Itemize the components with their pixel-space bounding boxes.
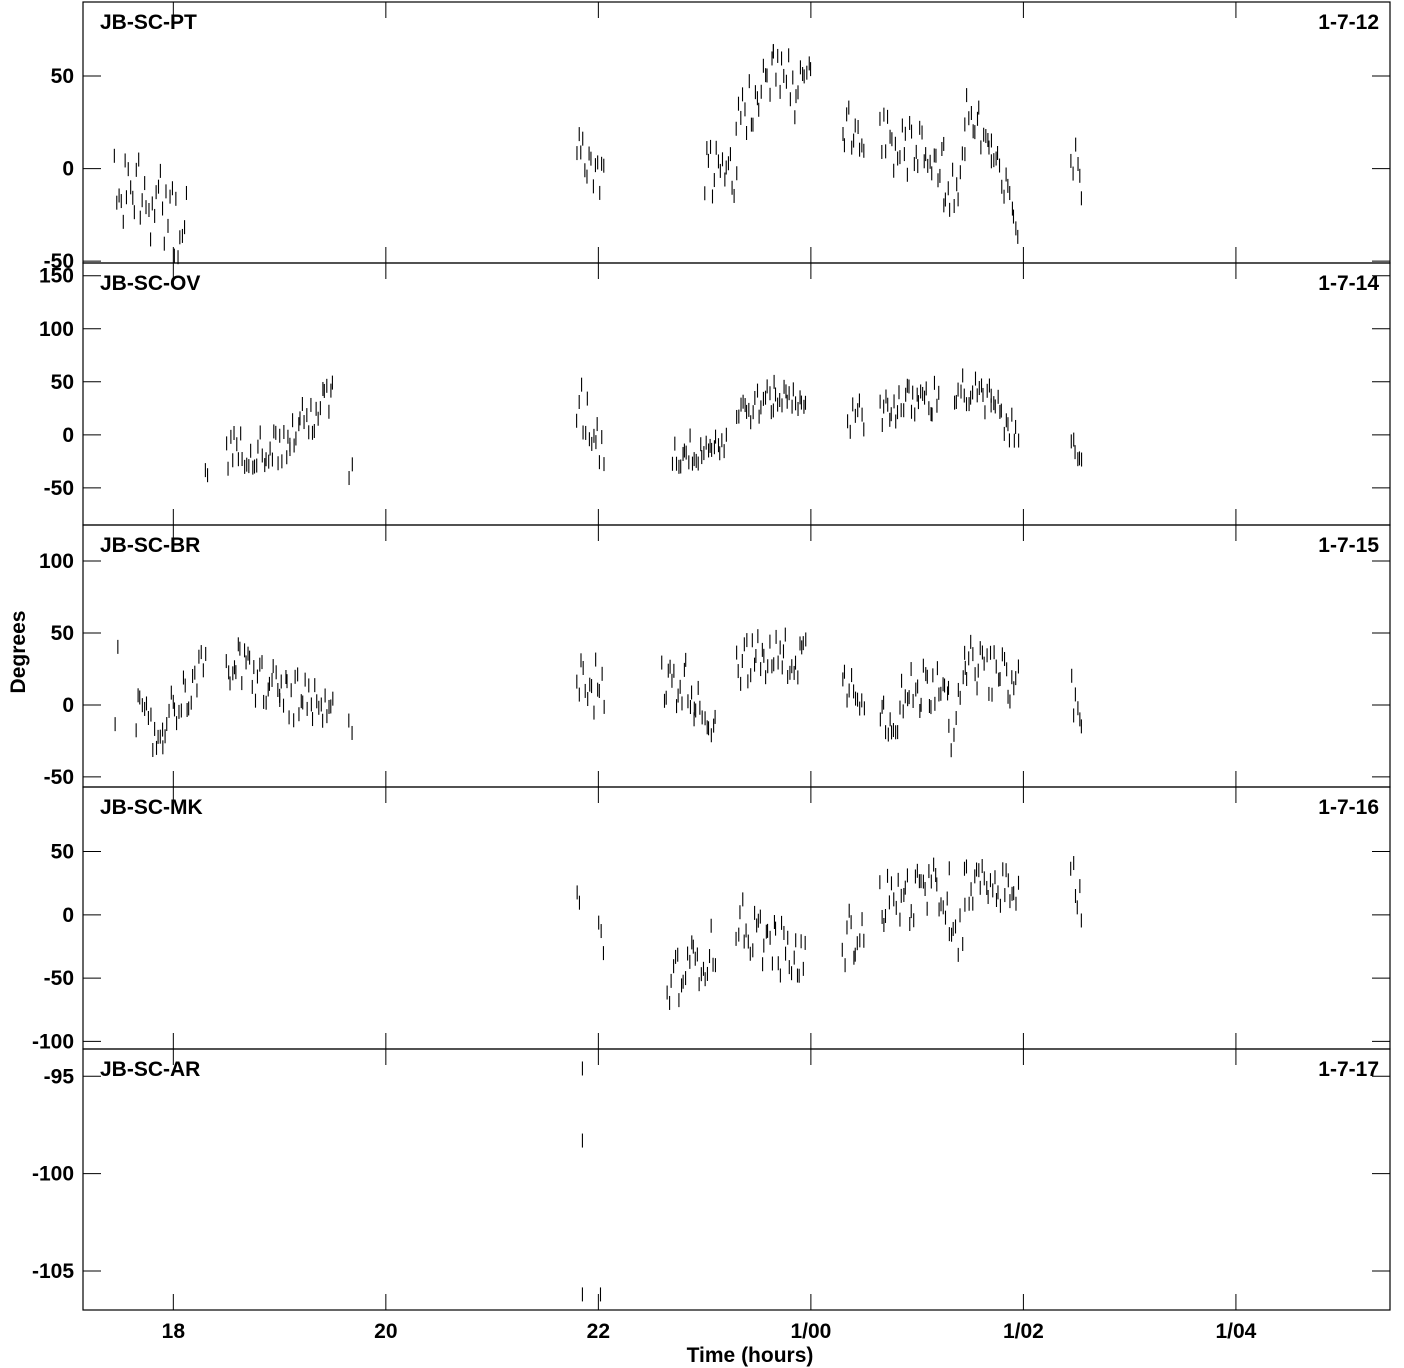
y-tick-label: 50 bbox=[51, 841, 74, 864]
plot-frame bbox=[82, 1048, 1391, 1311]
scan-id: 1-7-14 bbox=[1318, 272, 1379, 295]
y-tick-label: 100 bbox=[39, 318, 74, 341]
y-tick-label: -50 bbox=[44, 766, 74, 789]
panel-jb-sc-br: -50 0 50 100 JB-SC-BR 1-7-15 bbox=[39, 524, 1391, 789]
panel-jb-sc-mk: -100 -50 0 50 JB-SC-MK 1-7-16 bbox=[32, 786, 1391, 1053]
scan-id: 1-7-15 bbox=[1318, 534, 1379, 557]
y-tick-label: 0 bbox=[62, 158, 74, 181]
y-tick-label: 0 bbox=[62, 424, 74, 447]
data-marks bbox=[204, 368, 1083, 486]
y-tick-label: 100 bbox=[39, 550, 74, 573]
x-tick-label: 22 bbox=[587, 1320, 610, 1343]
x-tick-label: 20 bbox=[374, 1320, 397, 1343]
y-tick-label: -50 bbox=[44, 477, 74, 500]
baseline-name: JB-SC-OV bbox=[100, 272, 200, 295]
panel-jb-sc-ov: -50 0 50 100 150 JB-SC-OV 1-7-14 bbox=[39, 262, 1391, 526]
x-tick-label: 18 bbox=[162, 1320, 186, 1343]
y-axis-title: Degrees bbox=[7, 611, 30, 694]
y-tick-label: 0 bbox=[62, 694, 74, 717]
y-tick-label: 50 bbox=[51, 65, 74, 88]
scan-id: 1-7-12 bbox=[1318, 11, 1379, 34]
x-axis-title: Time (hours) bbox=[687, 1344, 814, 1367]
y-tick-label: -100 bbox=[32, 1163, 74, 1186]
scan-id: 1-7-16 bbox=[1318, 796, 1379, 819]
y-tick-label: -105 bbox=[32, 1260, 74, 1283]
data-marks bbox=[114, 627, 1082, 758]
baseline-name: JB-SC-MK bbox=[100, 796, 203, 819]
plot-frame bbox=[82, 786, 1391, 1050]
panel-jb-sc-ar: -105 -100 -95 JB-SC-AR 1-7-17 bbox=[32, 1048, 1391, 1311]
y-tick-label: -100 bbox=[32, 1030, 74, 1053]
x-tick-label: 1/00 bbox=[790, 1320, 831, 1343]
y-tick-label: 150 bbox=[39, 265, 74, 288]
baseline-name: JB-SC-BR bbox=[100, 534, 200, 557]
baseline-name: JB-SC-PT bbox=[100, 11, 197, 34]
y-tick-label: 50 bbox=[51, 371, 74, 394]
baseline-name: JB-SC-AR bbox=[100, 1058, 200, 1081]
data-marks bbox=[581, 1061, 602, 1302]
plot-frame bbox=[82, 262, 1391, 526]
x-tick-label: 1/02 bbox=[1003, 1320, 1044, 1343]
x-tick-label: 1/04 bbox=[1215, 1320, 1256, 1343]
panel-jb-sc-pt: -50 0 50 JB-SC-PT 1-7-12 bbox=[44, 1, 1391, 273]
y-tick-label: -50 bbox=[44, 967, 74, 990]
data-marks bbox=[576, 856, 1082, 1010]
y-tick-label: 0 bbox=[62, 904, 74, 927]
y-tick-label: -50 bbox=[44, 250, 74, 273]
scan-id: 1-7-17 bbox=[1318, 1058, 1379, 1081]
y-tick-label: 50 bbox=[51, 622, 74, 645]
data-marks bbox=[113, 43, 1082, 265]
y-tick-label: -95 bbox=[44, 1065, 75, 1088]
